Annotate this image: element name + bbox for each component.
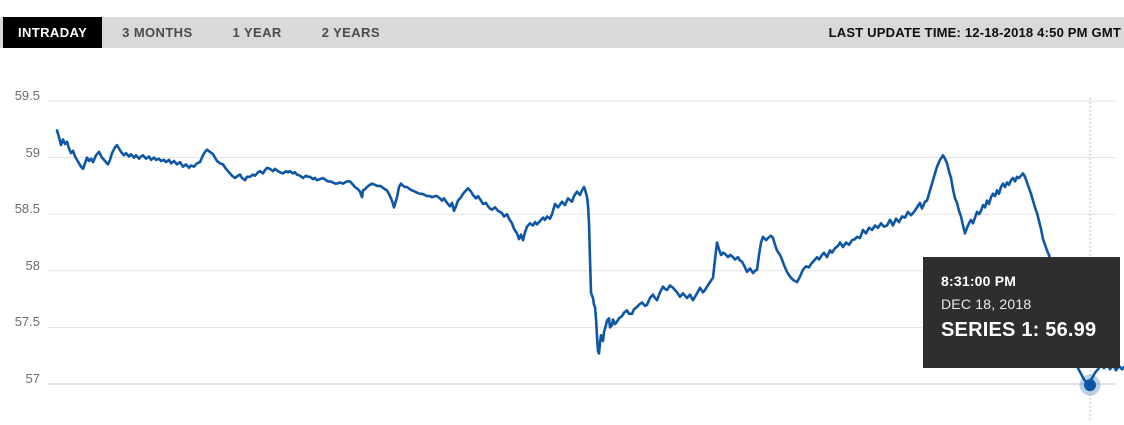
hovered-point-marker: [1084, 379, 1096, 392]
period-tabbar: INTRADAY 3 MONTHS 1 YEAR 2 YEARS LAST UP…: [0, 17, 1124, 48]
tooltip: 8:31:00 PM DEC 18, 2018 SERIES 1: 56.99: [923, 257, 1120, 368]
tab-2-years[interactable]: 2 YEARS: [321, 25, 380, 40]
tooltip-series-value: SERIES 1: 56.99: [941, 319, 1097, 341]
tab-1-year[interactable]: 1 YEAR: [232, 25, 282, 40]
y-tick-label: 57: [25, 371, 40, 386]
y-tick-label: 58.5: [14, 201, 40, 217]
tooltip-time: 8:31:00 PM: [941, 273, 1017, 289]
y-tick-label: 59: [25, 144, 40, 160]
tab-intraday[interactable]: INTRADAY: [3, 17, 103, 48]
y-tick-label: 57.5: [14, 314, 40, 330]
price-line: [55, 129, 1124, 387]
y-tick-label: 58: [25, 257, 40, 273]
last-update-time: LAST UPDATE TIME: 12-18-2018 4:50 PM GMT: [828, 25, 1121, 40]
tooltip-date: DEC 18, 2018: [941, 296, 1032, 312]
tab-3-months[interactable]: 3 MONTHS: [122, 25, 193, 40]
y-tick-label: 59.5: [14, 88, 40, 103]
